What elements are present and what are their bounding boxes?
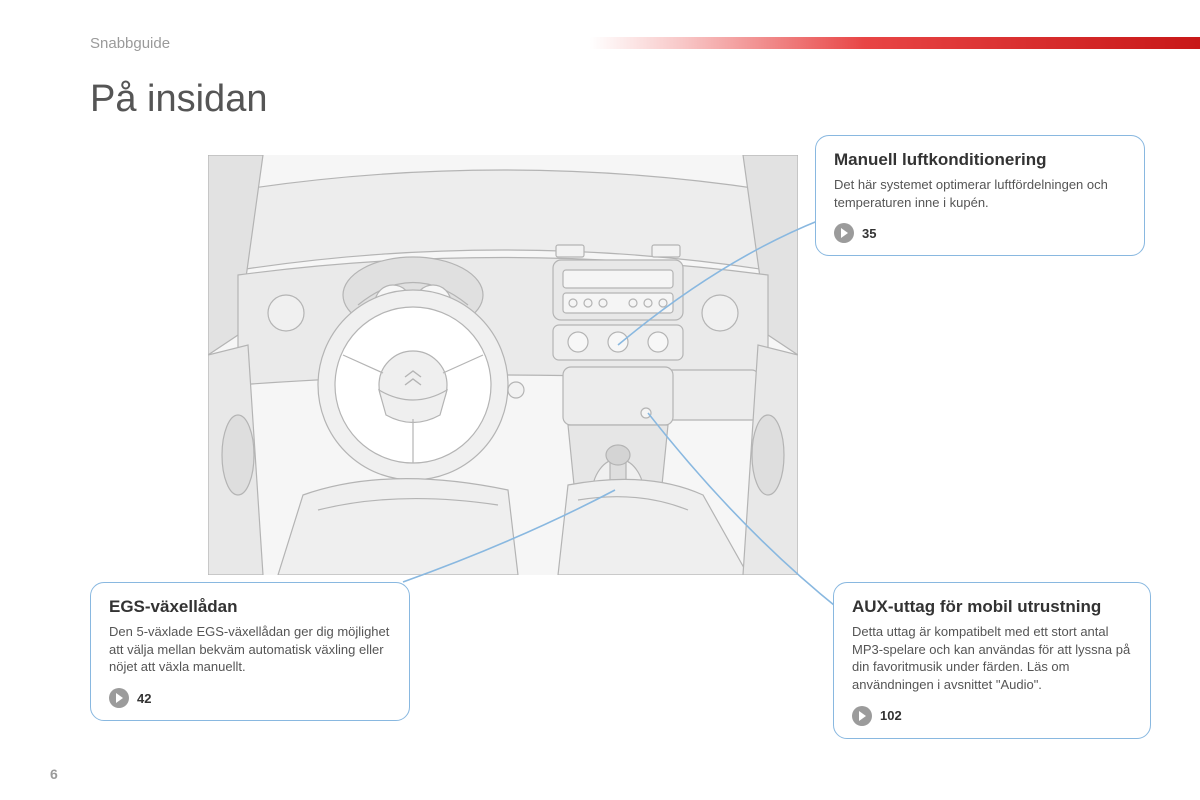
callout-title: AUX-uttag för mobil utrustning bbox=[852, 597, 1132, 617]
section-label: Snabbguide bbox=[90, 35, 170, 52]
callout-body: Det här systemet optimerar luftfördelnin… bbox=[834, 176, 1126, 211]
callout-body: Den 5-växlade EGS-växellådan ger dig möj… bbox=[109, 623, 391, 676]
page-ref: 42 bbox=[109, 688, 391, 708]
callout-aux: AUX-uttag för mobil utrustning Detta utt… bbox=[833, 582, 1151, 739]
page-ref: 35 bbox=[834, 223, 1126, 243]
arrow-circle-icon bbox=[852, 706, 872, 726]
arrow-circle-icon bbox=[109, 688, 129, 708]
callout-body: Detta uttag är kompatibelt med ett stort… bbox=[852, 623, 1132, 693]
page-ref-number: 42 bbox=[137, 691, 151, 706]
header-gradient-bar bbox=[590, 37, 1200, 49]
callout-title: EGS-växellådan bbox=[109, 597, 391, 617]
page-title: På insidan bbox=[90, 78, 267, 121]
page-ref-number: 102 bbox=[880, 708, 902, 723]
page-number: 6 bbox=[50, 766, 58, 782]
callout-egs: EGS-växellådan Den 5-växlade EGS-växellå… bbox=[90, 582, 410, 721]
callout-title: Manuell luftkonditionering bbox=[834, 150, 1126, 170]
dashboard-illustration bbox=[208, 155, 798, 575]
page-ref: 102 bbox=[852, 706, 1132, 726]
page-ref-number: 35 bbox=[862, 226, 876, 241]
arrow-circle-icon bbox=[834, 223, 854, 243]
callout-manual-ac: Manuell luftkonditionering Det här syste… bbox=[815, 135, 1145, 256]
